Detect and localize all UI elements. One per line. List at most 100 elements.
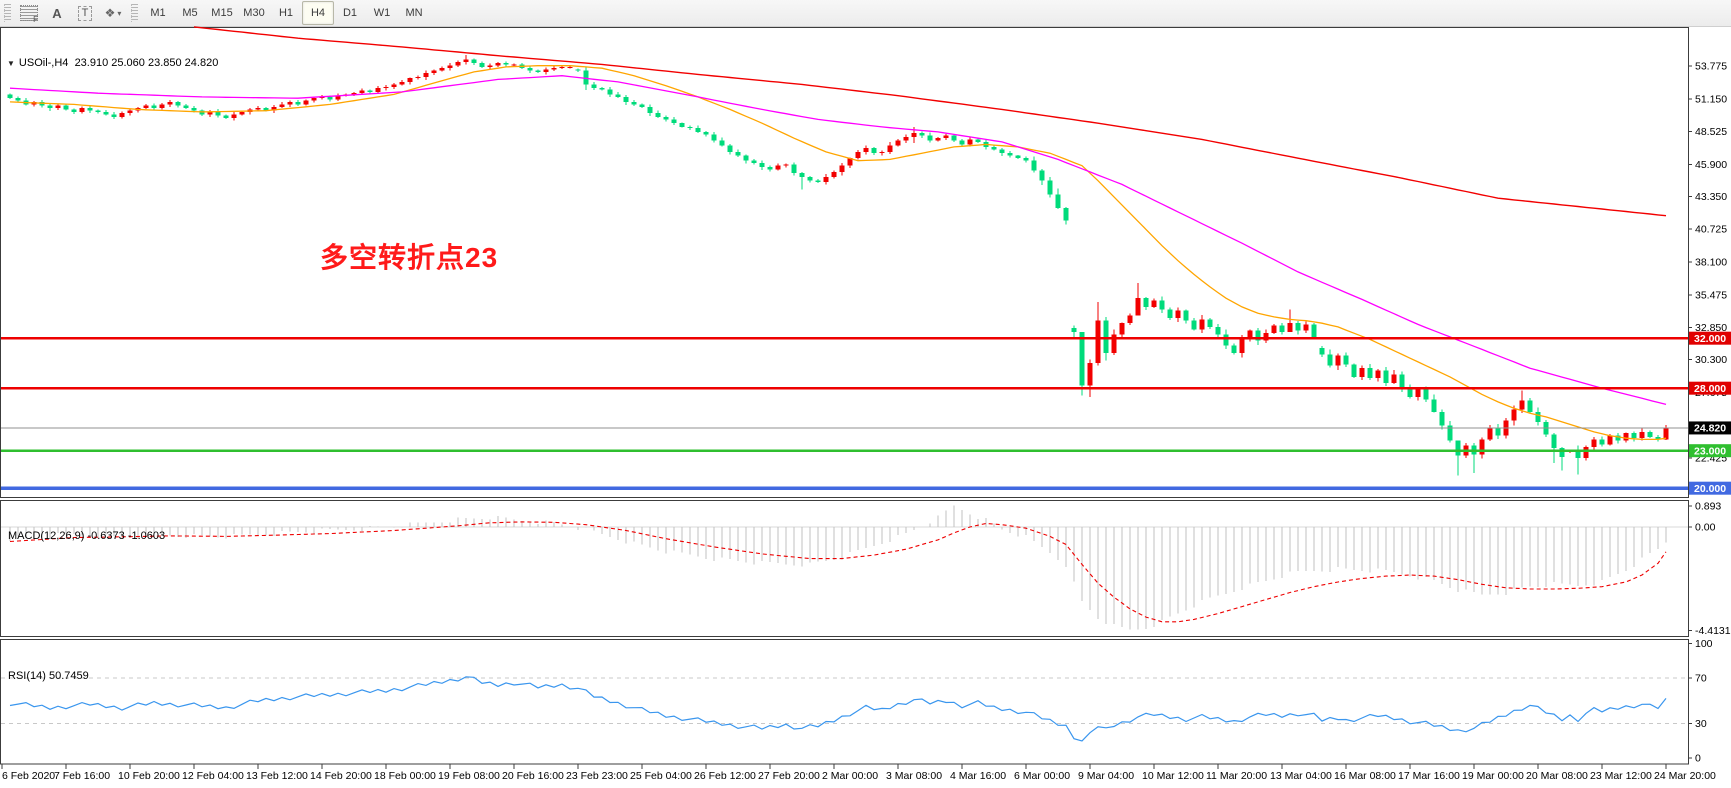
- crosshair-grid-tool-button[interactable]: F: [16, 1, 42, 25]
- candle-down: [1327, 354, 1333, 366]
- candle-down: [1191, 320, 1197, 330]
- price-axis-label: 53.775: [1695, 61, 1727, 73]
- grid-icon-letter: F: [33, 15, 38, 24]
- candle-up: [287, 101, 293, 105]
- rsi-panel[interactable]: [0, 639, 1689, 765]
- candle-down: [1647, 431, 1653, 437]
- candle-down: [1231, 345, 1237, 354]
- time-axis-label: 23 Feb 23:00: [566, 770, 628, 782]
- macd-axis-label: -4.4131: [1695, 625, 1731, 637]
- price-badge-label: 23.000: [1694, 445, 1726, 457]
- rsi-axis-label: 70: [1695, 672, 1707, 684]
- candle-down: [615, 94, 621, 97]
- price-badge-24.820: [1689, 421, 1731, 435]
- timeframe-button-MN[interactable]: MN: [405, 7, 423, 19]
- candle-down: [183, 105, 189, 109]
- candle-down: [1055, 194, 1061, 209]
- candle-up: [839, 165, 845, 172]
- time-axis-label: 20 Feb 16:00: [502, 770, 564, 782]
- chart-svg[interactable]: 53.775 51.150 48.525 45.900 43.350 40.725 38.1…: [0, 26, 1731, 788]
- candle-up: [303, 100, 309, 105]
- candle-down: [959, 140, 965, 145]
- time-axis-label: 9 Mar 04:00: [1078, 770, 1134, 782]
- macd-panel[interactable]: [0, 500, 1689, 637]
- time-axis-label: 2 Mar 00:00: [822, 770, 878, 782]
- candle-up: [239, 111, 245, 115]
- candle-up: [431, 70, 437, 74]
- candle-up: [407, 78, 413, 82]
- candle-down: [647, 106, 653, 114]
- timeframe-button-H4[interactable]: H4: [302, 1, 334, 25]
- candle-down: [1279, 325, 1285, 332]
- candle-down: [1383, 370, 1389, 384]
- timeframe-button-D1[interactable]: D1: [342, 7, 358, 19]
- time-axis-label: 19 Feb 08:00: [438, 770, 500, 782]
- candle-up: [551, 68, 557, 70]
- chevron-down-icon[interactable]: ▾: [117, 8, 122, 18]
- timeframe-button-W1[interactable]: W1: [373, 7, 391, 19]
- price-axis-label: 43.350: [1695, 191, 1727, 203]
- candle-down: [655, 113, 661, 117]
- candle-down: [1295, 323, 1301, 331]
- timeframe-button-M5[interactable]: M5: [182, 7, 198, 19]
- candle-down: [1631, 433, 1637, 439]
- candle-up: [1111, 334, 1117, 354]
- time-axis-label: 17 Mar 16:00: [1398, 770, 1460, 782]
- candle-down: [815, 180, 821, 182]
- ohlc-values: 23.910 25.060 23.850 24.820: [74, 57, 219, 69]
- candle-down: [1551, 434, 1557, 449]
- candle-down: [199, 110, 205, 115]
- timeframe-button-M1[interactable]: M1: [150, 7, 166, 19]
- timeframe-button-M30[interactable]: M30: [243, 7, 265, 19]
- chart-area[interactable]: 53.775 51.150 48.525 45.900 43.350 40.725 38.1…: [0, 26, 1731, 788]
- collapse-arrow-icon[interactable]: ▼: [7, 59, 15, 68]
- candle-up: [399, 81, 405, 85]
- candle-down: [47, 105, 53, 109]
- candle-up: [119, 113, 125, 117]
- candle-up: [383, 86, 389, 89]
- candle-down: [215, 111, 221, 116]
- candle-up: [1375, 370, 1381, 379]
- candle-up: [567, 66, 573, 68]
- candle-up: [775, 165, 781, 170]
- time-axis-label: 20 Mar 08:00: [1526, 770, 1588, 782]
- candle-down: [951, 135, 957, 141]
- timeframe-button-M15[interactable]: M15: [211, 7, 233, 19]
- rsi-axis-label: 100: [1695, 638, 1713, 650]
- candle-down: [591, 84, 597, 89]
- candle-down: [527, 68, 533, 71]
- candle-up: [1247, 330, 1253, 340]
- toolbar-drag-handle[interactable]: [4, 4, 11, 22]
- toolbar-drag-handle[interactable]: [131, 4, 138, 22]
- candle-down: [1407, 388, 1413, 397]
- text-box-icon: T: [77, 5, 93, 21]
- timeframe-button-H1[interactable]: H1: [278, 7, 294, 19]
- candle-up: [1607, 435, 1613, 445]
- candle-down: [727, 145, 733, 152]
- candle-up: [335, 95, 341, 100]
- price-axis-label: 45.900: [1695, 159, 1727, 171]
- text-label-tool-button[interactable]: A: [44, 1, 70, 25]
- candle-down: [471, 59, 477, 64]
- candle-down: [1031, 160, 1037, 171]
- candle-down: [767, 166, 773, 170]
- candle-down: [1215, 326, 1221, 335]
- text-box-tool-button[interactable]: T: [72, 1, 98, 25]
- price-axis-label: 48.525: [1695, 126, 1727, 138]
- candle-up: [1415, 389, 1421, 397]
- candle-down: [663, 116, 669, 120]
- candle-up: [1479, 439, 1485, 455]
- candle-up: [455, 61, 461, 66]
- price-badge-28.000: [1689, 381, 1731, 395]
- candle-down: [1599, 439, 1605, 445]
- candle-up: [271, 106, 277, 111]
- candle-down: [1143, 298, 1149, 307]
- time-axis-label: 12 Feb 04:00: [182, 770, 244, 782]
- candle-up: [543, 69, 549, 72]
- rsi-indicator-label: RSI(14) 50.7459: [8, 670, 89, 682]
- candle-up: [783, 164, 789, 166]
- macd-signal-line: [9, 521, 1667, 623]
- candle-down: [759, 163, 765, 167]
- cycle-lines-tool-button[interactable]: ❖ ▾: [100, 1, 126, 25]
- candle-down: [623, 96, 629, 102]
